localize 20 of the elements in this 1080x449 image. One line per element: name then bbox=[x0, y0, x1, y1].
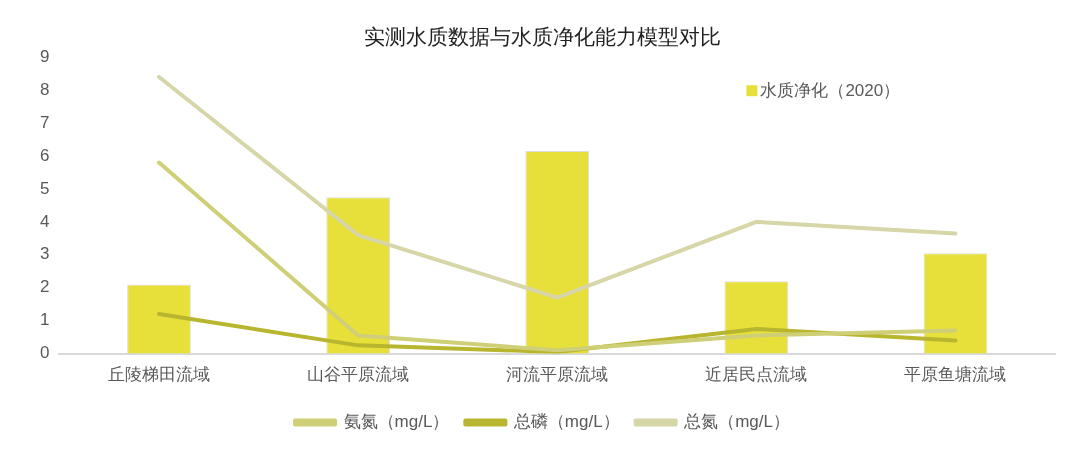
legend-label: 氨氮（mg/L） bbox=[343, 412, 450, 432]
y-tick-label: 4 bbox=[39, 211, 50, 231]
y-tick-label: 3 bbox=[39, 244, 50, 264]
x-tick-label: 河流平原流域 bbox=[506, 365, 609, 385]
x-tick-label: 近居民点流域 bbox=[705, 365, 808, 385]
y-tick-label: 8 bbox=[39, 79, 50, 99]
y-tick-label: 1 bbox=[39, 310, 50, 330]
y-tick-label: 5 bbox=[39, 178, 50, 198]
x-tick-label: 山谷平原流域 bbox=[307, 365, 410, 385]
legend-label: 总氮（mg/L） bbox=[683, 412, 790, 432]
y-tick-label: 2 bbox=[39, 277, 50, 297]
y-tick-label: 9 bbox=[39, 46, 50, 66]
chart-title: 实测水质数据与水质净化能力模型对比 bbox=[364, 25, 721, 49]
legend-label: 水质净化（2020） bbox=[760, 80, 901, 100]
x-tick-label: 丘陵梯田流域 bbox=[108, 365, 211, 385]
x-tick-label: 平原鱼塘流域 bbox=[904, 365, 1007, 385]
y-tick-label: 0 bbox=[39, 343, 50, 363]
y-tick-label: 7 bbox=[39, 112, 50, 132]
legend-label: 总磷（mg/L） bbox=[512, 412, 620, 432]
y-tick-label: 6 bbox=[39, 145, 50, 165]
